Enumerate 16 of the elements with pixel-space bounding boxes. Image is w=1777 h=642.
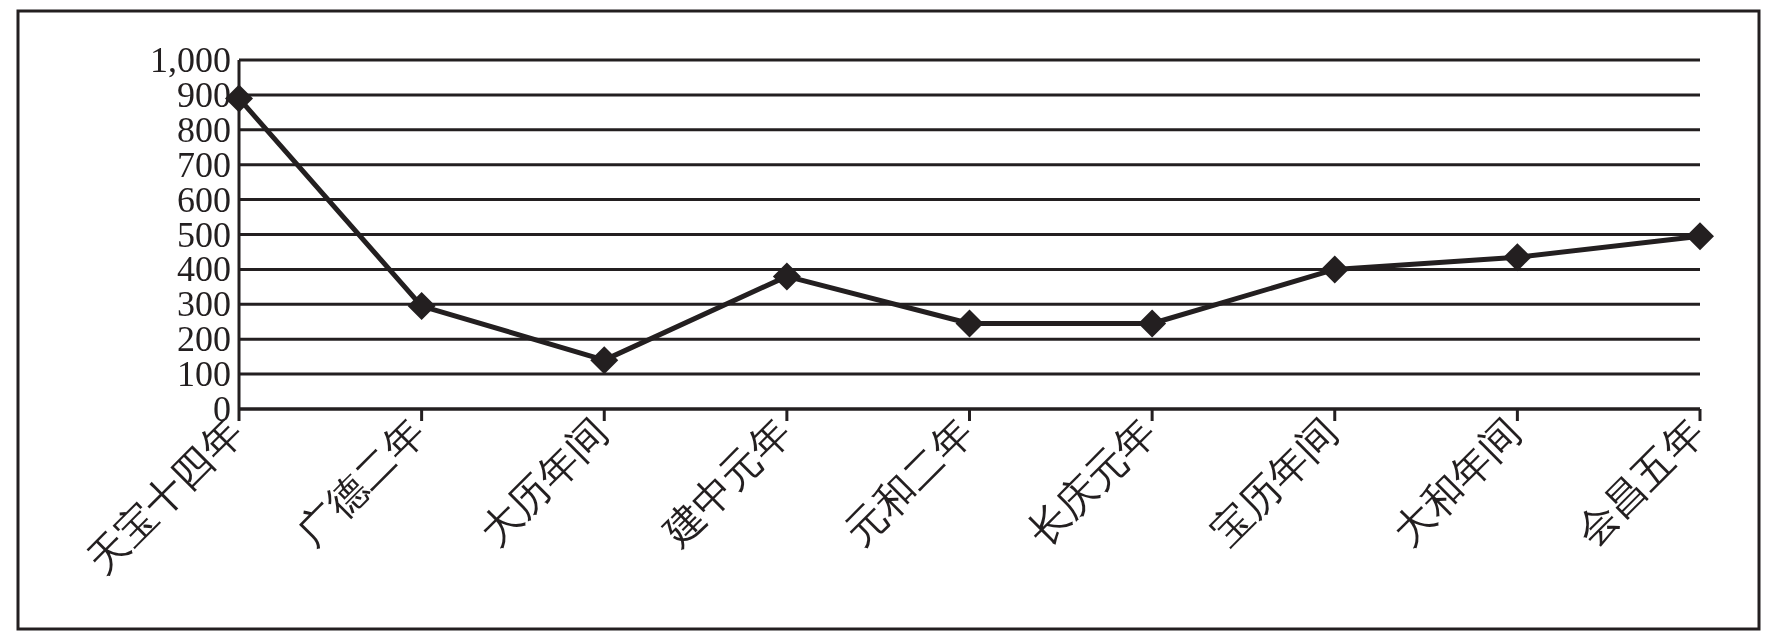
point xyxy=(1138,309,1167,338)
point xyxy=(772,262,801,291)
point xyxy=(1503,243,1532,272)
x-tick-label: 大历年间 xyxy=(471,409,617,555)
point xyxy=(1686,222,1714,251)
x-tick-label: 广德二年 xyxy=(289,409,434,555)
point xyxy=(955,309,984,338)
x-tick-label: 会昌五年 xyxy=(1567,409,1713,555)
x-tick-label: 元和二年 xyxy=(836,409,982,555)
point xyxy=(1320,255,1349,284)
x-tick-label: 宝历年间 xyxy=(1202,409,1348,555)
point xyxy=(407,292,436,321)
x-tick-label: 大和年间 xyxy=(1384,409,1530,555)
x-tick-label: 建中元年 xyxy=(653,409,800,556)
point xyxy=(590,346,619,375)
x-tick-label: 长庆元年 xyxy=(1019,409,1165,555)
